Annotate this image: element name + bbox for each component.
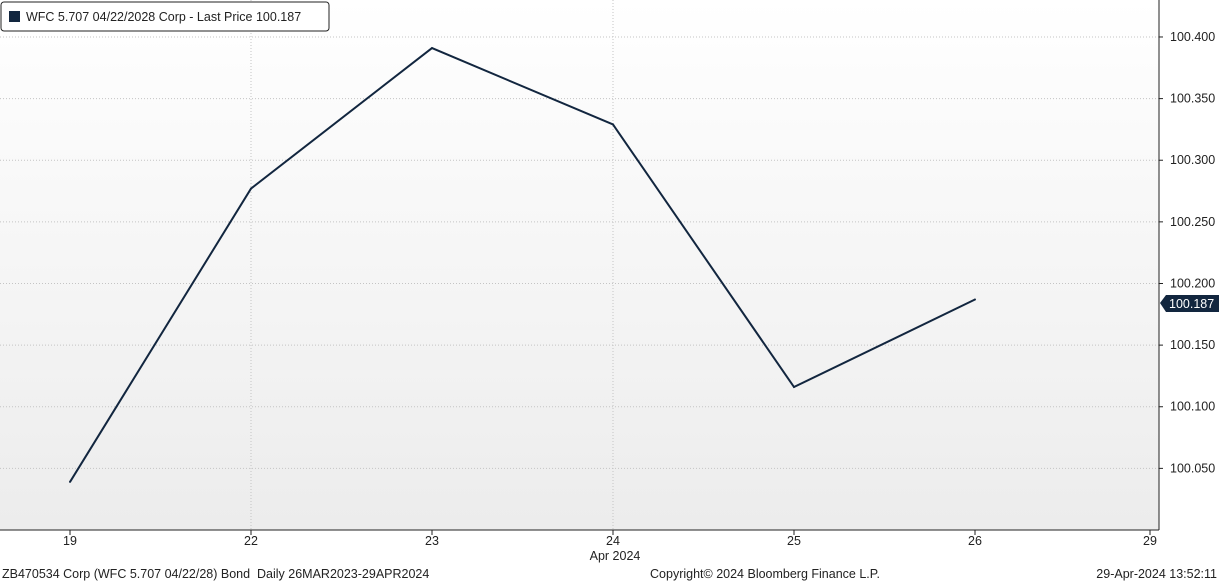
y-tick-label: 100.200 bbox=[1170, 276, 1215, 290]
legend-swatch bbox=[9, 11, 20, 22]
footer-source: ZB470534 Corp (WFC 5.707 04/22/28) Bond … bbox=[2, 567, 429, 581]
legend-label: WFC 5.707 04/22/2028 Corp - Last Price 1… bbox=[26, 10, 301, 24]
x-tick-label: 29 bbox=[1143, 534, 1157, 548]
y-tick-label: 100.300 bbox=[1170, 153, 1215, 167]
data-point bbox=[612, 123, 614, 126]
data-point bbox=[69, 480, 71, 483]
data-point bbox=[431, 47, 433, 50]
legend-box bbox=[0, 1, 330, 32]
last-price-tag-label: 100.187 bbox=[1169, 297, 1214, 311]
x-tick-label: 19 bbox=[63, 534, 77, 548]
grid bbox=[0, 0, 1159, 530]
x-tick-label: 23 bbox=[425, 534, 439, 548]
plot-background bbox=[0, 0, 1159, 530]
series-line bbox=[69, 46, 976, 483]
series-layer bbox=[69, 46, 976, 483]
footer-copyright: Copyright© 2024 Bloomberg Finance L.P. bbox=[650, 567, 880, 581]
y-tick-label: 100.050 bbox=[1170, 461, 1215, 475]
footer-timestamp: 29-Apr-2024 13:52:11 bbox=[1096, 567, 1217, 581]
y-tick-label: 100.250 bbox=[1170, 215, 1215, 229]
x-tick-label: 24 bbox=[606, 534, 620, 548]
data-point bbox=[250, 187, 252, 190]
legend: WFC 5.707 04/22/2028 Corp - Last Price 1… bbox=[0, 1, 330, 32]
x-tick-label: 22 bbox=[244, 534, 258, 548]
y-tick-label: 100.150 bbox=[1170, 338, 1215, 352]
data-point bbox=[793, 386, 795, 389]
x-tick-label: 25 bbox=[787, 534, 801, 548]
y-tick-label: 100.400 bbox=[1170, 30, 1215, 44]
y-axis-ticks: 100.050 100.100 100.150 100.200 100.250 100.3… bbox=[1159, 30, 1215, 475]
last-price-tag: 100.187 bbox=[1160, 295, 1219, 312]
last-price-tag-shape bbox=[1160, 295, 1219, 312]
x-axis-label: Apr 2024 bbox=[590, 549, 641, 563]
x-tick-label: 26 bbox=[968, 534, 982, 548]
x-axis-ticks: 19 22 23 24 25 26 29 bbox=[63, 530, 1157, 548]
data-point bbox=[974, 298, 976, 301]
y-tick-label: 100.100 bbox=[1170, 400, 1215, 414]
y-tick-label: 100.350 bbox=[1170, 92, 1215, 106]
